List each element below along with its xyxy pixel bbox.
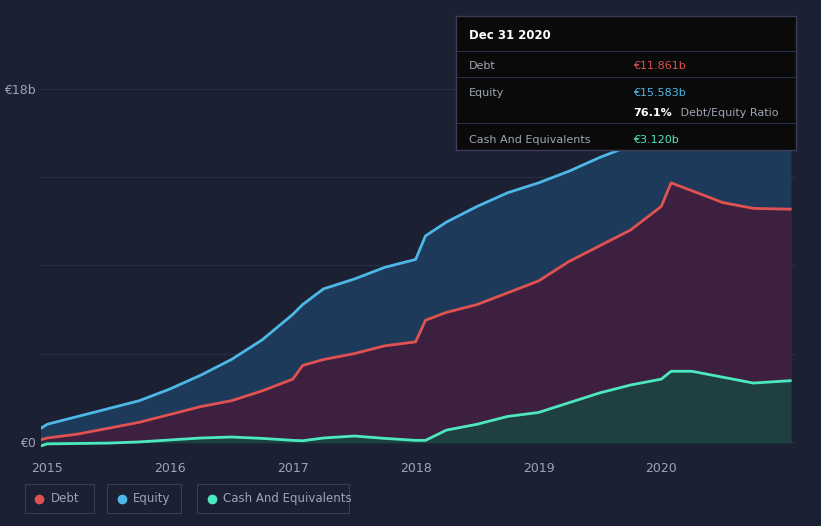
Text: €3.120b: €3.120b (633, 135, 679, 145)
Text: Cash And Equivalents: Cash And Equivalents (470, 135, 591, 145)
Text: 76.1%: 76.1% (633, 108, 672, 118)
Bar (25, 484, 94, 513)
Bar (107, 484, 181, 513)
Text: €15.583b: €15.583b (633, 88, 686, 98)
Text: Equity: Equity (133, 492, 171, 505)
Text: €11.861b: €11.861b (633, 62, 686, 72)
Text: Debt/Equity Ratio: Debt/Equity Ratio (677, 108, 778, 118)
Text: Cash And Equivalents: Cash And Equivalents (223, 492, 352, 505)
Text: Debt: Debt (470, 62, 496, 72)
Text: Dec 31 2020: Dec 31 2020 (470, 29, 551, 42)
Text: Equity: Equity (470, 88, 505, 98)
Text: Debt: Debt (51, 492, 80, 505)
